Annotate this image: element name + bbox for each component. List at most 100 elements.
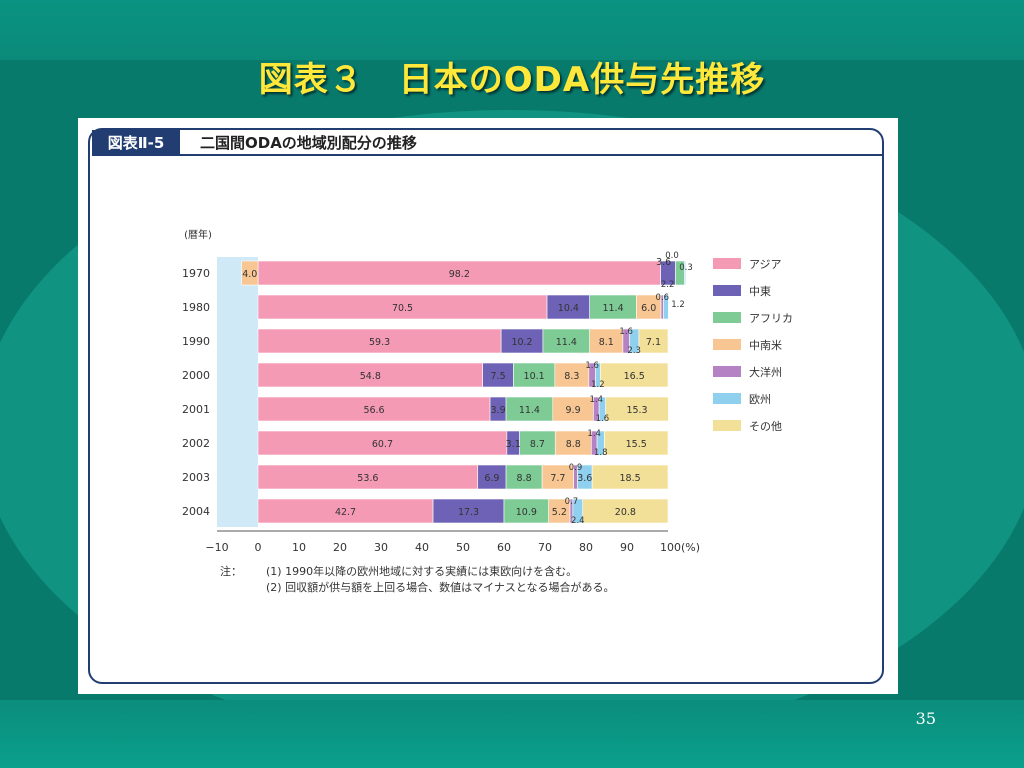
category-label-2000: 2000	[182, 369, 210, 382]
x-tick-4: 30	[374, 541, 388, 554]
data-label-1970-0: 98.2	[449, 269, 470, 280]
legend-label-1: 中東	[749, 285, 771, 298]
x-tick-11: 100(%)	[660, 541, 700, 554]
bar-segment-2000-6	[600, 362, 669, 388]
bar-segment-1980-3	[636, 294, 662, 320]
x-tick-9: 80	[579, 541, 593, 554]
stacked-bar-chart: (暦年) 1970 1980 1990 2000 2001 2002 2003 2004 98.2…	[182, 228, 793, 554]
bar-segment-2001-3	[552, 396, 594, 422]
category-label-2004: 2004	[182, 505, 210, 518]
bar-segment-2003-3	[541, 464, 575, 490]
data-label-2002-3: 8.8	[566, 439, 581, 450]
bar-segment-1980-0	[257, 294, 548, 320]
data-label-2000-4: 1.6	[585, 361, 599, 371]
data-label-2000-3: 8.3	[564, 371, 579, 382]
data-label-1990-6: 7.1	[646, 337, 661, 348]
data-label-1990-1: 10.2	[511, 337, 532, 348]
legend-label-2: アフリカ	[749, 312, 793, 325]
data-label-1980-2: 11.4	[602, 303, 623, 314]
data-label-1970-4: 0.0	[665, 251, 679, 261]
data-label-2003-6: 18.5	[619, 473, 640, 484]
data-label-1980-1: 10.4	[558, 303, 579, 314]
data-label-2001-4: 1.4	[589, 395, 603, 405]
category-label-1980: 1980	[182, 301, 210, 314]
data-label-2004-0: 42.7	[335, 507, 356, 518]
legend-swatch-1	[713, 285, 741, 296]
data-label-2003-3: 7.7	[550, 473, 565, 484]
bar-segment-1990-3	[589, 328, 624, 354]
bar-segment-1990-1	[500, 328, 544, 354]
x-tick-5: 40	[415, 541, 429, 554]
x-tick-7: 60	[497, 541, 511, 554]
data-label-2001-2: 11.4	[519, 405, 540, 416]
data-label-2001-5: 1.6	[596, 414, 610, 424]
data-label-2001-0: 56.6	[363, 405, 384, 416]
bar-segment-2001-0	[257, 396, 491, 422]
data-label-1990-3: 8.1	[599, 337, 614, 348]
legend-swatch-5	[713, 393, 741, 404]
data-label-2004-6: 20.8	[615, 507, 636, 518]
data-label-2004-5: 2.4	[571, 516, 585, 526]
data-label-1980-5: 1.2	[671, 300, 685, 310]
note-line-2: (2) 回収額が供与額を上回る場合、数値はマイナスとなる場合がある。	[266, 581, 615, 594]
title-rule	[180, 154, 882, 156]
figure-frame	[88, 128, 884, 684]
data-label-2002-2: 8.7	[530, 439, 545, 450]
legend-swatch-4	[713, 366, 741, 377]
bar-segment-1970-0	[257, 260, 661, 286]
legend-swatch-0	[713, 258, 741, 269]
x-tick-1: 0	[255, 541, 262, 554]
bar-segment-2003-1	[477, 464, 507, 490]
data-label-1990-2: 11.4	[556, 337, 577, 348]
data-label-1990-0: 59.3	[369, 337, 390, 348]
data-label-2002-6: 15.5	[626, 439, 647, 450]
bar-segment-1990-2	[542, 328, 590, 354]
note-line-1: (1) 1990年以降の欧州地域に対する実績には東欧向けを含む。	[266, 565, 578, 578]
legend-swatch-2	[713, 312, 741, 323]
data-label-2004-2: 10.9	[516, 507, 537, 518]
bar-segment-1990-6	[638, 328, 669, 354]
x-tick-6: 50	[456, 541, 470, 554]
data-label-2004-1: 17.3	[458, 507, 479, 518]
bar-segment-2002-6	[604, 430, 669, 456]
data-label-2000-2: 10.1	[524, 371, 545, 382]
data-label-2002-0: 60.7	[372, 439, 393, 450]
x-tick-8: 70	[538, 541, 552, 554]
category-label-1970: 1970	[182, 267, 210, 280]
data-label-2000-5: 1.2	[591, 380, 605, 390]
bar-segment-2004-6	[582, 498, 669, 524]
bar-segment-2001-6	[605, 396, 669, 422]
data-label-1980-4: 0.6	[655, 293, 669, 303]
category-label-2002: 2002	[182, 437, 210, 450]
slide-top-band	[0, 0, 1024, 60]
page-number: 35	[915, 709, 936, 728]
x-tick-10: 90	[620, 541, 634, 554]
legend-swatch-6	[713, 420, 741, 431]
data-label-2000-1: 7.5	[491, 371, 506, 382]
data-label-1970-3: 4.0	[242, 269, 257, 280]
figure-tag: 図表Ⅱ-5	[92, 130, 180, 156]
data-label-1980-0: 70.5	[392, 303, 413, 314]
bar-segment-1990-0	[257, 328, 502, 354]
data-label-2000-6: 16.5	[624, 371, 645, 382]
category-axis-label: (暦年)	[184, 228, 212, 241]
data-label-2003-0: 53.6	[357, 473, 378, 484]
x-tick-3: 20	[333, 541, 347, 554]
bar-segment-2000-0	[257, 362, 483, 388]
data-label-1970-5: 0.3	[679, 263, 693, 273]
x-tick-2: 10	[292, 541, 306, 554]
data-label-1990-5: 2.3	[627, 346, 641, 356]
data-label-2002-5: 1.8	[594, 448, 608, 458]
data-label-2004-3: 5.2	[552, 507, 567, 518]
data-label-1980-3: 6.0	[641, 303, 656, 314]
slide-bottom-band	[0, 700, 1024, 768]
data-label-2002-1: 3.1	[506, 439, 521, 450]
data-label-2001-1: 3.9	[491, 405, 506, 416]
figure-title: 二国間ODAの地域別配分の推移	[200, 134, 417, 152]
data-label-1970-2: 2.2	[661, 280, 675, 290]
bar-segment-1970-3	[241, 260, 259, 286]
data-label-2003-5: 3.6	[577, 473, 592, 484]
negative-zone	[217, 257, 258, 527]
data-label-2003-2: 8.8	[517, 473, 532, 484]
data-label-2001-3: 9.9	[566, 405, 581, 416]
